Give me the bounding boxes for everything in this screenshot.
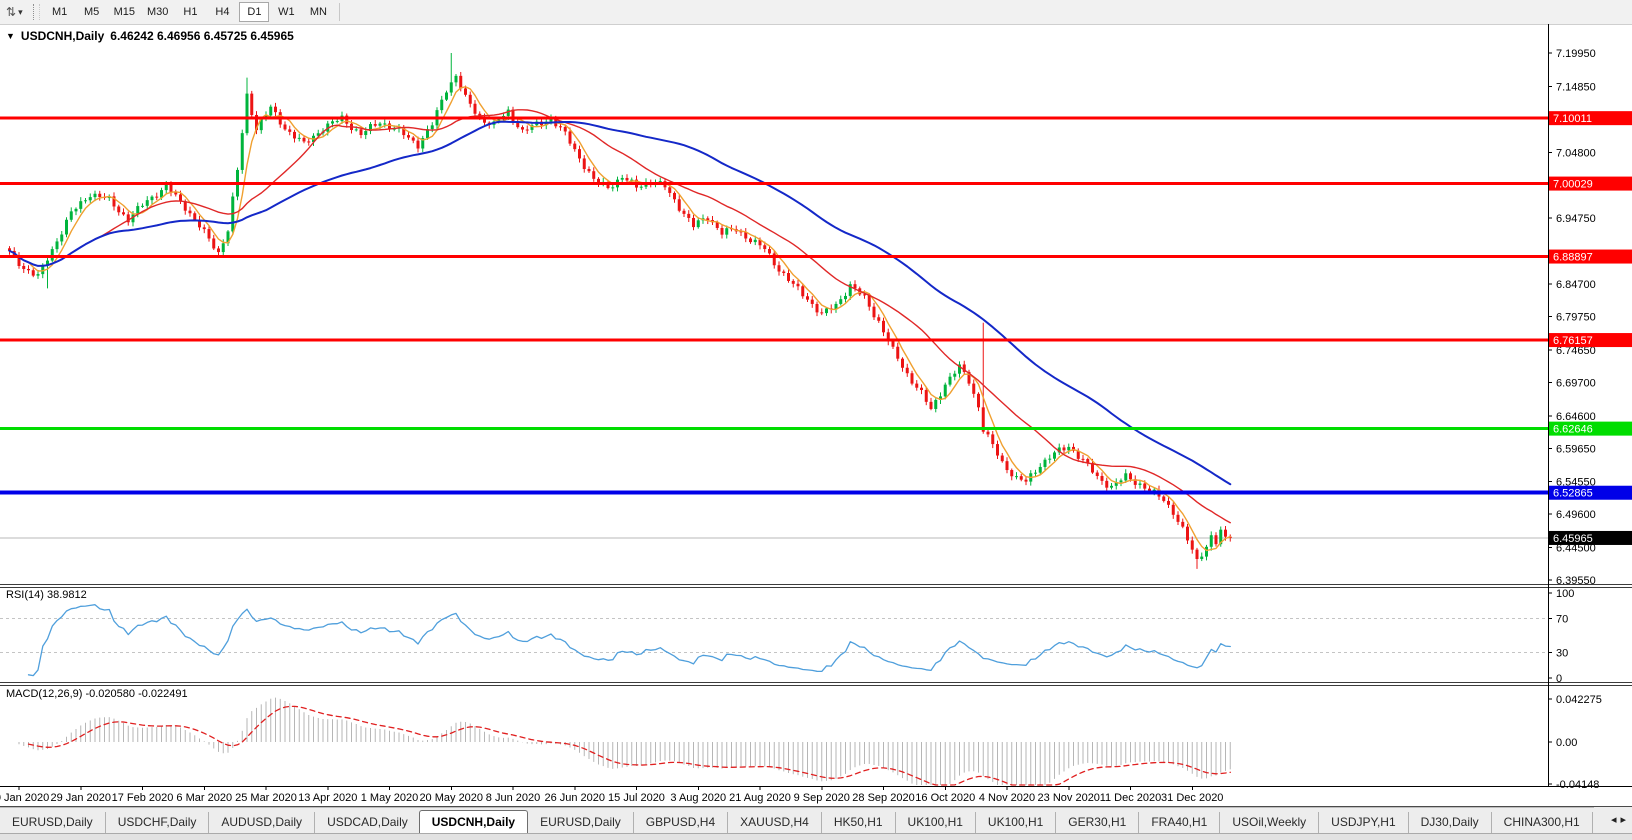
- svg-text:30: 30: [1556, 648, 1568, 660]
- cursor-tool-icon: ⇅: [6, 5, 17, 19]
- svg-text:28 Sep 2020: 28 Sep 2020: [852, 792, 914, 804]
- timeframe-button-D1[interactable]: D1: [239, 2, 270, 22]
- svg-text:6.45965: 6.45965: [1553, 533, 1593, 545]
- timeframe-button-H1[interactable]: H1: [175, 2, 205, 22]
- tab-USDCNH-Daily[interactable]: USDCNH,Daily: [418, 810, 529, 833]
- chart-title: ▼ USDCNH,Daily 6.46242 6.46956 6.45725 6…: [6, 29, 294, 43]
- timeframe-button-M1[interactable]: M1: [45, 2, 75, 22]
- svg-text:7.19950: 7.19950: [1556, 48, 1596, 60]
- macd-indicator-label: MACD(12,26,9) -0.020580 -0.022491: [6, 688, 188, 700]
- svg-text:25 Mar 2020: 25 Mar 2020: [235, 792, 297, 804]
- timeframe-button-H4[interactable]: H4: [207, 2, 237, 22]
- svg-text:6 Mar 2020: 6 Mar 2020: [176, 792, 232, 804]
- svg-text:26 Jun 2020: 26 Jun 2020: [544, 792, 605, 804]
- svg-text:7.10011: 7.10011: [1553, 113, 1592, 125]
- tab-UK100-H1[interactable]: UK100,H1: [974, 812, 1055, 833]
- svg-text:6.76157: 6.76157: [1553, 335, 1593, 347]
- symbol-tab-bar: EURUSD,Daily USDCHF,Daily AUDUSD,Daily USDC…: [0, 806, 1632, 833]
- tab-scroll-arrows: ◂ ▸: [1594, 807, 1632, 832]
- timeframe-button-M15[interactable]: M15: [109, 2, 140, 22]
- svg-text:0.00: 0.00: [1556, 737, 1577, 749]
- svg-text:0: 0: [1556, 673, 1562, 685]
- tab-AUDUSD-Daily[interactable]: AUDUSD,Daily: [208, 812, 314, 833]
- svg-text:6.39550: 6.39550: [1556, 575, 1596, 587]
- toolbar-separator: [339, 3, 341, 21]
- svg-text:6.69700: 6.69700: [1556, 377, 1596, 389]
- svg-text:16 Oct 2020: 16 Oct 2020: [915, 792, 975, 804]
- top-toolbar: ⇅ ▾ M1 M5 M15 M30 H1 H4 D1 W1 MN: [0, 0, 1632, 25]
- svg-text:6.74650: 6.74650: [1556, 345, 1596, 357]
- svg-text:11 Dec 2020: 11 Dec 2020: [1100, 792, 1162, 804]
- scroll-tabs-left-icon[interactable]: ◂: [1610, 814, 1617, 826]
- tab-FRA40-H1[interactable]: FRA40,H1: [1138, 812, 1219, 833]
- svg-text:8 Jun 2020: 8 Jun 2020: [486, 792, 540, 804]
- svg-text:6.59650: 6.59650: [1556, 443, 1596, 455]
- tab-CHINA300-H1[interactable]: CHINA300,H1: [1490, 812, 1592, 833]
- toolbar-grip: [32, 4, 40, 20]
- tab-USOil-Weekly[interactable]: USOil,Weekly: [1219, 812, 1318, 833]
- svg-text:10 Jan 2020: 10 Jan 2020: [0, 792, 49, 804]
- rsi-indicator-label: RSI(14) 38.9812: [6, 589, 87, 601]
- svg-text:6.54550: 6.54550: [1556, 477, 1596, 489]
- chart-ohlc-values: 6.46242 6.46956 6.45725 6.45965: [110, 29, 294, 43]
- svg-text:4 Nov 2020: 4 Nov 2020: [979, 792, 1035, 804]
- tab-USDCHF-Daily[interactable]: USDCHF,Daily: [104, 812, 209, 833]
- svg-text:6.44500: 6.44500: [1556, 543, 1596, 555]
- svg-text:15 Jul 2020: 15 Jul 2020: [608, 792, 665, 804]
- svg-text:1 May 2020: 1 May 2020: [361, 792, 418, 804]
- svg-text:13 Apr 2020: 13 Apr 2020: [298, 792, 357, 804]
- tab-EURUSD-Daily[interactable]: EURUSD,Daily: [12, 815, 93, 829]
- timeframe-button-M30[interactable]: M30: [142, 2, 173, 22]
- svg-text:100: 100: [1556, 588, 1574, 600]
- svg-text:6.49600: 6.49600: [1556, 509, 1596, 521]
- svg-text:6.79750: 6.79750: [1556, 312, 1596, 324]
- chevron-down-icon: ▾: [18, 6, 23, 17]
- svg-text:21 Aug 2020: 21 Aug 2020: [729, 792, 791, 804]
- candlesticks: [8, 53, 1232, 569]
- bottom-strip: [0, 833, 1632, 840]
- svg-text:0.042275: 0.042275: [1556, 694, 1602, 706]
- svg-text:29 Jan 2020: 29 Jan 2020: [50, 792, 111, 804]
- tab-USDCAD-Daily[interactable]: USDCAD,Daily: [314, 812, 420, 833]
- svg-text:3 Aug 2020: 3 Aug 2020: [670, 792, 726, 804]
- svg-text:6.64600: 6.64600: [1556, 411, 1596, 423]
- tab-UK100-H1[interactable]: UK100,H1: [894, 812, 975, 833]
- svg-text:7.04800: 7.04800: [1556, 147, 1596, 159]
- scroll-tabs-right-icon[interactable]: ▸: [1620, 814, 1626, 826]
- price-chart-canvas[interactable]: 7.19950 7.14850 7.04800 6.94750 6.84700 6.797…: [0, 24, 1632, 806]
- tab-GBPUSD-H4[interactable]: GBPUSD,H4: [632, 812, 727, 833]
- svg-text:6.52865: 6.52865: [1553, 488, 1593, 500]
- svg-text:7.00029: 7.00029: [1553, 179, 1593, 191]
- svg-text:17 Feb 2020: 17 Feb 2020: [112, 792, 174, 804]
- tab-DJ30-Daily[interactable]: DJ30,Daily: [1407, 812, 1491, 833]
- tab-GER30-H1[interactable]: GER30,H1: [1055, 812, 1138, 833]
- svg-text:6.88897: 6.88897: [1553, 252, 1593, 264]
- svg-text:6.62646: 6.62646: [1553, 424, 1593, 436]
- svg-text:23 Nov 2020: 23 Nov 2020: [1038, 792, 1100, 804]
- timeframe-button-MN[interactable]: MN: [303, 2, 333, 22]
- svg-text:7.14850: 7.14850: [1556, 81, 1596, 93]
- tab-EURUSD-Daily[interactable]: EURUSD,Daily: [540, 815, 621, 829]
- svg-text:9 Sep 2020: 9 Sep 2020: [794, 792, 850, 804]
- timeframe-buttons: M1 M5 M15 M30 H1 H4 D1 W1 MN: [44, 2, 335, 22]
- cursor-tool-dropdown[interactable]: ⇅ ▾: [0, 5, 29, 19]
- svg-text:20 May 2020: 20 May 2020: [419, 792, 483, 804]
- chart-window: 7.19950 7.14850 7.04800 6.94750 6.84700 6.797…: [0, 24, 1632, 806]
- collapse-arrow-icon: ▼: [6, 31, 15, 41]
- svg-text:70: 70: [1556, 614, 1568, 626]
- svg-text:6.84700: 6.84700: [1556, 279, 1596, 291]
- tab-HK50-H1[interactable]: HK50,H1: [820, 812, 895, 833]
- svg-text:6.94750: 6.94750: [1556, 213, 1596, 225]
- svg-text:-0.04148: -0.04148: [1556, 779, 1599, 791]
- timeframe-button-M5[interactable]: M5: [77, 2, 107, 22]
- tab-XAUUSD-H4[interactable]: XAUUSD,H4: [727, 812, 821, 833]
- timeframe-button-W1[interactable]: W1: [271, 2, 301, 22]
- svg-text:31 Dec 2020: 31 Dec 2020: [1161, 792, 1223, 804]
- tab-USDJPY-H1[interactable]: USDJPY,H1: [1318, 812, 1407, 833]
- chart-symbol-period: USDCNH,Daily: [20, 29, 105, 43]
